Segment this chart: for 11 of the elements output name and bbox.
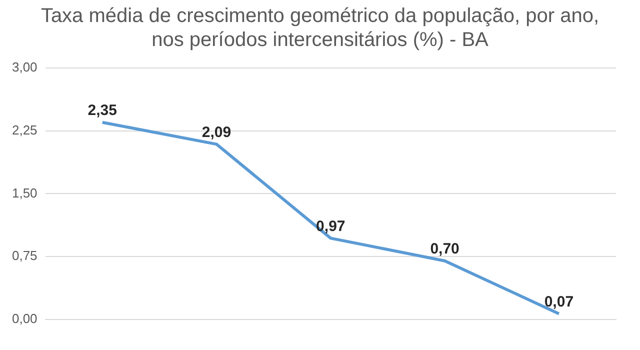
data-label: 0,97 (316, 218, 346, 235)
y-tick-label: 3,00 (12, 59, 38, 74)
data-label: 0,07 (544, 293, 574, 310)
y-tick-label: 0,00 (12, 311, 38, 326)
data-label: 0,70 (430, 240, 460, 258)
data-label: 2,09 (202, 124, 232, 141)
data-label: 2,35 (88, 102, 117, 119)
y-tick-label: 2,25 (12, 122, 38, 138)
y-tick-label: 0,75 (12, 248, 38, 264)
chart-title: Taxa média de crescimento geométrico da população, por ano, nos períodos intercensitários (%) - BA (40, 4, 600, 52)
y-tick-label: 1,50 (12, 185, 38, 200)
